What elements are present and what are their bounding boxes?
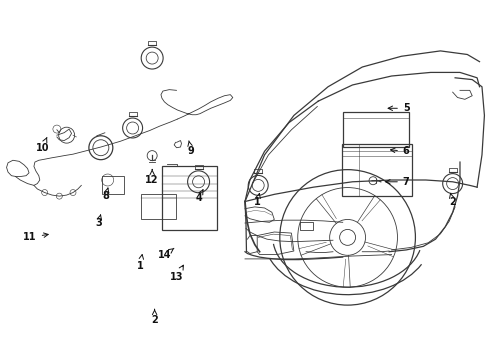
Text: 11: 11 <box>23 232 48 242</box>
Bar <box>142 194 176 219</box>
Text: 10: 10 <box>35 138 49 153</box>
Bar <box>343 112 409 147</box>
Text: 4: 4 <box>195 190 203 203</box>
Text: 5: 5 <box>388 103 410 113</box>
Circle shape <box>70 190 76 195</box>
Text: 1: 1 <box>137 255 144 271</box>
Bar <box>162 166 217 230</box>
Text: 9: 9 <box>188 141 195 156</box>
Bar <box>102 176 124 194</box>
Text: 2: 2 <box>151 309 158 325</box>
Circle shape <box>56 193 62 199</box>
Text: 12: 12 <box>146 170 159 185</box>
Text: 8: 8 <box>102 188 109 201</box>
Text: 7: 7 <box>386 177 410 187</box>
Text: 14: 14 <box>158 248 174 260</box>
Text: 2: 2 <box>449 193 456 207</box>
Text: 13: 13 <box>170 265 183 282</box>
Text: 1: 1 <box>254 193 261 207</box>
Text: 3: 3 <box>95 215 102 228</box>
Text: 6: 6 <box>391 146 410 156</box>
Circle shape <box>42 190 48 195</box>
Bar <box>342 144 412 196</box>
